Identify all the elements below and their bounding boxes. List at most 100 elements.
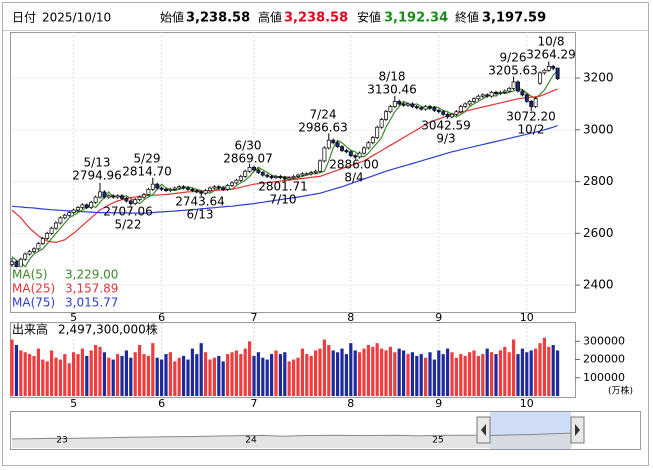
candle-body bbox=[54, 222, 58, 229]
candle-body bbox=[450, 113, 454, 118]
volume-bar bbox=[36, 348, 40, 396]
volume-bar bbox=[177, 357, 181, 396]
candle-body bbox=[252, 166, 256, 171]
candle-body bbox=[278, 176, 283, 179]
volume-bar bbox=[512, 339, 516, 396]
candle-body bbox=[111, 195, 116, 198]
candle-body bbox=[194, 190, 199, 193]
volume-bar bbox=[239, 354, 243, 396]
candle-body bbox=[498, 91, 503, 94]
legend-value: 3,157.89 bbox=[65, 282, 118, 296]
annotation-value: 2814.70 bbox=[122, 165, 172, 179]
x-tick-label: 10 bbox=[520, 397, 534, 410]
volume-bar bbox=[76, 354, 80, 396]
volume-bar bbox=[296, 357, 300, 396]
volume-bar bbox=[133, 352, 137, 396]
volume-bar bbox=[111, 359, 115, 396]
candle-body bbox=[362, 147, 366, 154]
volume-bar bbox=[142, 354, 146, 396]
annotation-value: 3072.20 bbox=[506, 110, 556, 124]
volume-bar bbox=[28, 354, 32, 396]
volume-bar bbox=[322, 339, 326, 396]
volume-bar bbox=[160, 359, 164, 396]
volume-bar bbox=[292, 359, 296, 396]
candle-body bbox=[524, 94, 529, 102]
candle-body bbox=[326, 139, 331, 149]
volume-bar bbox=[397, 348, 401, 396]
candle-body bbox=[234, 179, 239, 184]
volume-bar bbox=[80, 348, 84, 396]
candle-body bbox=[282, 177, 287, 180]
annotation-value: 3264.29 bbox=[526, 48, 576, 62]
volume-bar bbox=[459, 354, 463, 396]
volume-bar bbox=[138, 344, 142, 396]
header-label: 高値 bbox=[258, 10, 282, 25]
volume-bar bbox=[204, 352, 208, 396]
volume-bar bbox=[94, 344, 98, 396]
volume-bar bbox=[58, 359, 62, 396]
volume-bar bbox=[102, 352, 106, 396]
candle-body bbox=[322, 147, 327, 162]
candle-body bbox=[357, 152, 362, 158]
y-tick-label: 300000 bbox=[583, 334, 625, 347]
volume-bar bbox=[234, 350, 238, 396]
volume-bar bbox=[327, 344, 331, 396]
candle-body bbox=[291, 176, 296, 179]
candle-body bbox=[150, 183, 155, 190]
volume-bar bbox=[472, 350, 476, 396]
y-tick-label: 200000 bbox=[583, 353, 625, 366]
candle-body bbox=[432, 107, 437, 111]
volume-bar bbox=[72, 352, 76, 396]
volume-bar bbox=[168, 352, 172, 396]
candle-body bbox=[401, 103, 406, 106]
candle-body bbox=[181, 186, 186, 189]
candle-body bbox=[423, 106, 428, 110]
navigator-label: 23 bbox=[56, 436, 67, 446]
candle-body bbox=[10, 261, 14, 265]
volume-bar bbox=[314, 350, 318, 396]
annotation-date: 9/26 bbox=[500, 51, 527, 65]
price-panel bbox=[10, 32, 576, 313]
candle-body bbox=[93, 196, 98, 203]
volume-bar bbox=[428, 352, 432, 396]
volume-bar bbox=[107, 357, 111, 396]
volume-bar bbox=[146, 355, 150, 396]
candle-body bbox=[467, 101, 472, 105]
candle-body bbox=[397, 101, 402, 105]
candle-body bbox=[542, 69, 547, 74]
volume-bar bbox=[19, 350, 23, 396]
candle-body bbox=[32, 248, 36, 252]
volume-bar bbox=[551, 344, 555, 396]
volume-bar bbox=[454, 357, 458, 396]
annotation-value: 2707.06 bbox=[103, 205, 153, 219]
volume-bar bbox=[14, 344, 18, 396]
candle-body bbox=[120, 195, 124, 199]
x-tick-label: 5 bbox=[70, 311, 77, 324]
navigator-arrow bbox=[481, 424, 486, 436]
candle-body bbox=[256, 169, 261, 173]
candle-body bbox=[23, 253, 28, 260]
volume-bar bbox=[534, 348, 538, 396]
candle-body bbox=[335, 142, 340, 147]
header-value: 3,238.58 bbox=[186, 11, 250, 26]
candle-body bbox=[76, 207, 80, 211]
candle-body bbox=[304, 173, 309, 176]
volume-bar bbox=[358, 352, 362, 396]
volume-bar bbox=[226, 354, 230, 396]
candle-body bbox=[300, 173, 305, 176]
candle-body bbox=[247, 166, 252, 172]
candle-body bbox=[370, 137, 375, 144]
volume-bar bbox=[485, 348, 489, 396]
annotation-date: 5/22 bbox=[115, 218, 142, 232]
candle-body bbox=[62, 214, 67, 219]
volume-bar bbox=[349, 343, 353, 396]
candle-body bbox=[106, 195, 111, 198]
volume-bar bbox=[336, 352, 340, 396]
candle-body bbox=[384, 111, 388, 120]
volume-title: 出来高 bbox=[12, 322, 48, 337]
volume-bar bbox=[366, 344, 370, 396]
candle-body bbox=[406, 103, 410, 106]
candle-body bbox=[58, 217, 63, 224]
candle-body bbox=[428, 106, 432, 109]
volume-bar bbox=[252, 355, 256, 396]
